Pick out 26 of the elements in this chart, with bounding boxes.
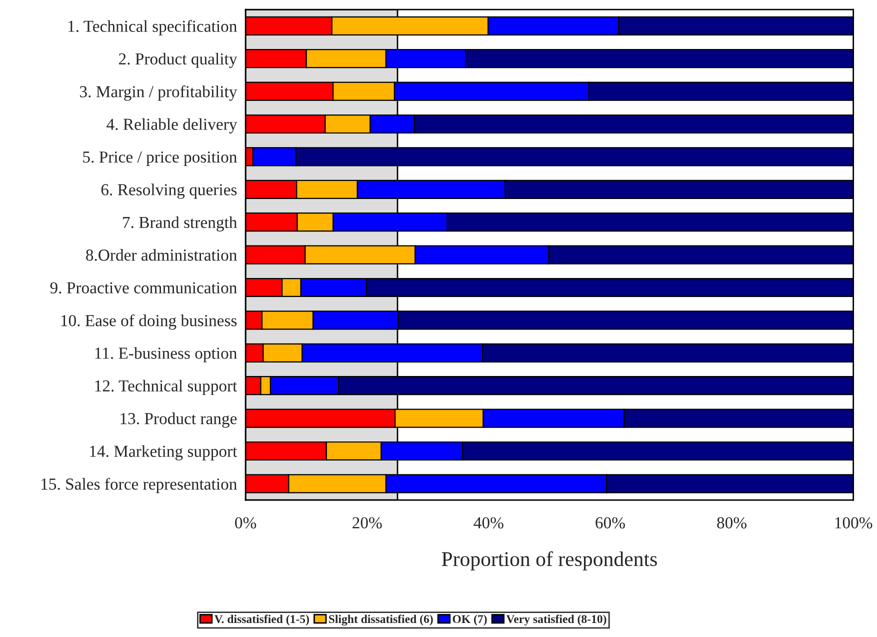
x-tick-label: 0% bbox=[235, 517, 256, 528]
legend-label: Very satisfied (8-10) bbox=[506, 614, 606, 626]
y-tick-label: 15. Sales force representation bbox=[42, 478, 237, 494]
y-tick-label: 5. Price / price position bbox=[83, 151, 237, 166]
y-tick-label: 14. Marketing support bbox=[90, 445, 238, 460]
y-tick-label: 13. Product range bbox=[120, 412, 237, 428]
y-tick-label: 10. Ease of doing business bbox=[61, 314, 237, 330]
y-tick-label: 1. Technical specification bbox=[68, 20, 237, 36]
y-tick-label: 9. Proactive communication bbox=[50, 282, 237, 294]
x-axis-title: Proportion of respondents bbox=[442, 551, 657, 570]
y-tick-label: 4. Reliable delivery bbox=[106, 118, 238, 134]
y-tick-label: 3. Margin / profitability bbox=[80, 85, 238, 101]
x-tick-label: 80% bbox=[717, 517, 746, 528]
y-tick-label: 6. Resolving queries bbox=[101, 184, 237, 199]
y-tick-label: 2. Product quality bbox=[118, 52, 238, 68]
legend-label: Slight dissatisfied (6) bbox=[329, 614, 433, 626]
x-tick-label: 20% bbox=[352, 517, 382, 528]
x-tick-label: 100% bbox=[835, 517, 872, 528]
y-tick-label: 12. Technical support bbox=[95, 380, 238, 395]
legend-label: OK (7) bbox=[452, 614, 487, 626]
x-tick-label: 60% bbox=[596, 517, 625, 528]
y-tick-label: 7. Brand strength bbox=[123, 216, 238, 232]
y-tick-label: 8.Order administration bbox=[86, 249, 237, 261]
y-tick-label: 11. E-business option bbox=[95, 347, 237, 362]
x-tick-label: 40% bbox=[474, 517, 504, 528]
legend-label: V. dissatisfied (1-5) bbox=[214, 614, 309, 626]
